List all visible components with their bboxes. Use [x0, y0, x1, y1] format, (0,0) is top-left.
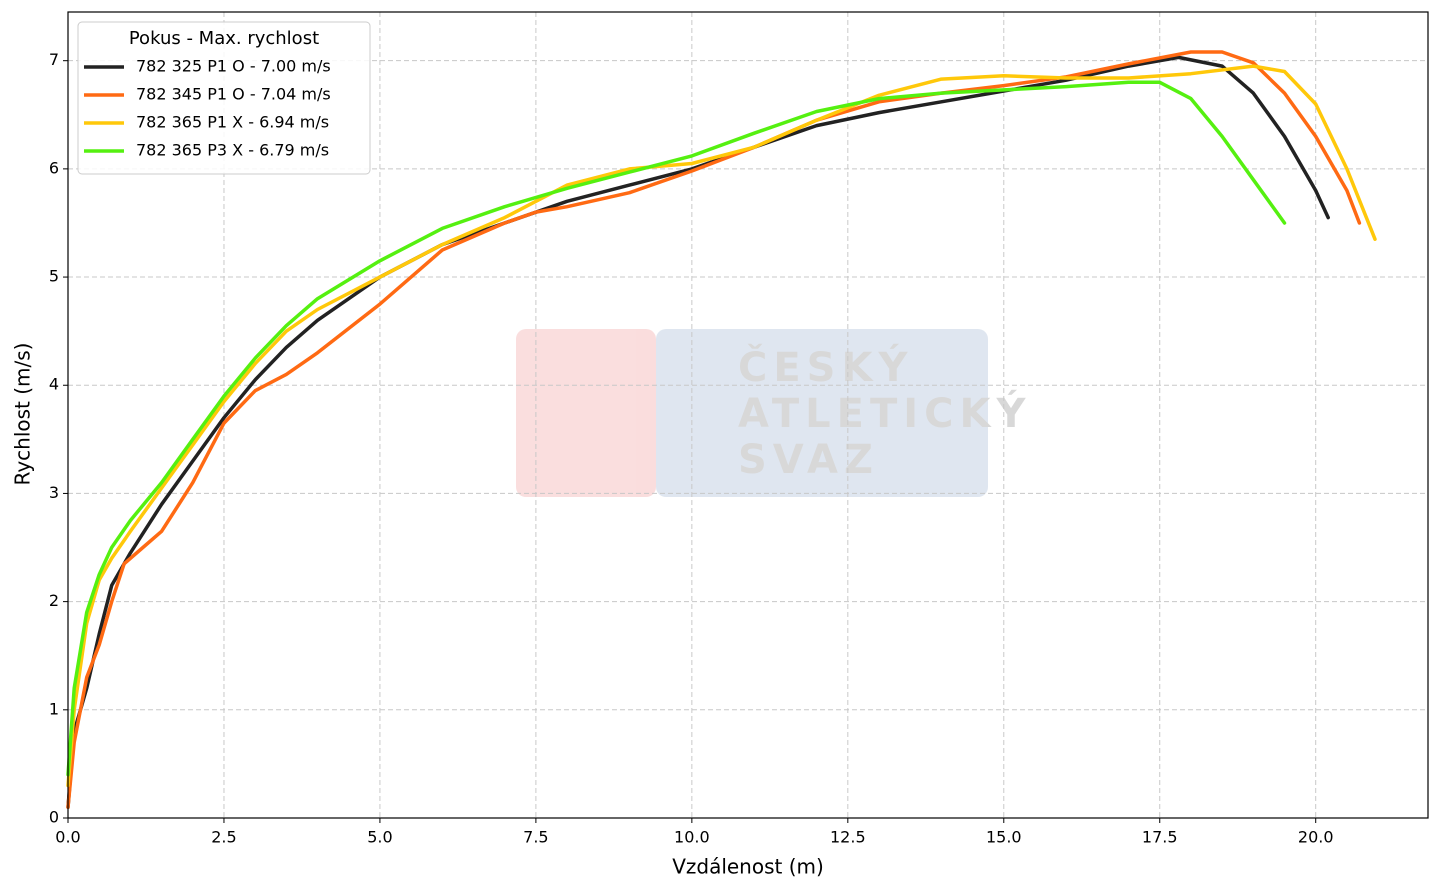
- watermark-red: [516, 329, 656, 497]
- y-tick-label: 5: [49, 267, 59, 286]
- y-tick-label: 3: [49, 483, 59, 502]
- x-tick-label: 10.0: [674, 828, 710, 847]
- y-tick-label: 2: [49, 591, 59, 610]
- x-tick-label: 20.0: [1298, 828, 1334, 847]
- y-tick-label: 7: [49, 50, 59, 69]
- x-tick-label: 17.5: [1142, 828, 1178, 847]
- series-line: [66, 50, 1362, 809]
- x-tick-label: 5.0: [367, 828, 392, 847]
- watermark-text: ČESKÝ: [738, 342, 913, 391]
- legend-title: Pokus - Max. rychlost: [129, 28, 319, 49]
- legend-label: 782 345 P1 O - 7.04 m/s: [136, 85, 331, 104]
- x-tick-label: 15.0: [986, 828, 1022, 847]
- plot-frame: [67, 11, 1429, 819]
- legend-label: 782 365 P1 X - 6.94 m/s: [136, 113, 329, 132]
- series-line: [66, 80, 1287, 777]
- y-tick-label: 1: [49, 699, 59, 718]
- y-tick-label: 0: [49, 808, 59, 827]
- x-tick-label: 7.5: [523, 828, 548, 847]
- watermark-text: ATLETICKÝ: [738, 388, 1031, 437]
- y-tick-label: 6: [49, 158, 59, 177]
- legend-label: 782 325 P1 O - 7.00 m/s: [136, 57, 331, 76]
- legend-label: 782 365 P3 X - 6.79 m/s: [136, 141, 329, 160]
- series-line: [66, 64, 1377, 788]
- x-tick-label: 2.5: [211, 828, 236, 847]
- x-tick-label: 12.5: [830, 828, 866, 847]
- watermark-text: SVAZ: [738, 437, 879, 483]
- watermark-blue: [656, 329, 988, 497]
- legend-box: [77, 21, 371, 175]
- y-tick-label: 4: [49, 375, 59, 394]
- x-axis-label: Vzdálenost (m): [672, 855, 824, 879]
- y-axis-label: Rychlost (m/s): [11, 343, 35, 486]
- x-tick-label: 0.0: [55, 828, 80, 847]
